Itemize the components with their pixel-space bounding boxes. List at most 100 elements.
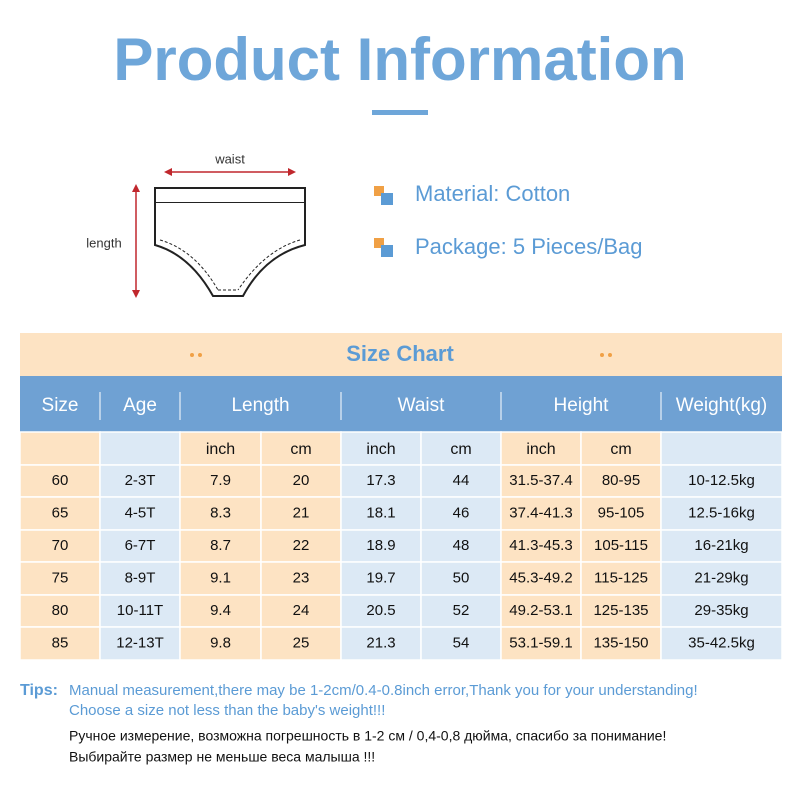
- sub-header: inch: [206, 441, 235, 458]
- feature-text: Package: 5 Pieces/Bag: [415, 234, 642, 259]
- feature-text: Material: Cotton: [415, 181, 570, 206]
- table-value: 18.1: [366, 504, 395, 521]
- table-cell: [179, 626, 262, 661]
- table-cell: [420, 626, 502, 661]
- table-value: 46: [453, 504, 470, 521]
- table-cell: [500, 464, 582, 498]
- table-value: 41.3-45.3: [509, 537, 572, 554]
- waist-label: waist: [214, 151, 245, 166]
- table-cell: [179, 496, 262, 531]
- table-value: 85: [52, 634, 69, 651]
- table-value: 125-135: [593, 602, 648, 619]
- table-cell: [19, 464, 101, 498]
- tips-text: Выбирайте размер не меньше веса малыша !…: [69, 749, 375, 765]
- table-value: 50: [453, 569, 470, 586]
- table-cell: [260, 464, 342, 498]
- table-cell: [340, 464, 422, 498]
- table-cell: [19, 594, 101, 628]
- table-cell: [99, 464, 181, 498]
- table-value: 22: [293, 537, 310, 554]
- table-title-bar: [20, 333, 782, 376]
- table-value: 105-115: [594, 537, 648, 554]
- table-value: 23: [293, 569, 310, 586]
- title: Product Information: [113, 26, 686, 93]
- table-value: 10-12.5kg: [688, 472, 755, 489]
- table-value: 21.3: [366, 634, 395, 651]
- garment-diagram: [154, 187, 306, 297]
- table-cell: [660, 431, 783, 466]
- table-value: 95-105: [598, 504, 645, 521]
- table-cell: [99, 561, 181, 596]
- table-value: 9.8: [210, 634, 231, 651]
- table-value: 8.3: [210, 504, 231, 521]
- table-cell: [260, 431, 342, 466]
- table-cell: [19, 431, 101, 466]
- title-underline: [372, 110, 428, 115]
- table-value: 29-35kg: [694, 602, 748, 619]
- column-header: Length: [231, 395, 289, 416]
- table-cell: [99, 431, 181, 466]
- table-value: 9.1: [210, 569, 231, 586]
- table-value: 80: [52, 602, 69, 619]
- table-cell: [260, 626, 342, 661]
- table-value: 52: [453, 602, 470, 619]
- table-cell: [99, 496, 181, 531]
- tips-text: Manual measurement,there may be 1-2cm/0.…: [69, 682, 698, 699]
- table-cell: [420, 561, 502, 596]
- table-value: 70: [52, 537, 69, 554]
- column-header: Size: [42, 395, 79, 416]
- table-cell: [420, 594, 502, 628]
- table-value: 20: [293, 472, 310, 489]
- table-value: 25: [293, 634, 310, 651]
- table-cell: [580, 431, 662, 466]
- table-value: 12-13T: [116, 634, 164, 651]
- table-cell: [260, 561, 342, 596]
- table-cell: [179, 594, 262, 628]
- table-value: 35-42.5kg: [688, 634, 755, 651]
- table-value: 12.5-16kg: [688, 504, 755, 521]
- sub-header: inch: [366, 441, 395, 458]
- table-cell: [179, 464, 262, 498]
- table-value: 6-7T: [125, 537, 156, 554]
- table-cell: [420, 431, 502, 466]
- table-value: 60: [52, 472, 69, 489]
- table-cell: [660, 464, 783, 498]
- table-title: Size Chart: [346, 341, 454, 366]
- table-cell: [19, 626, 101, 661]
- table-value: 16-21kg: [694, 537, 748, 554]
- table-cell: [420, 464, 502, 498]
- tips-text: Ручное измерение, возможна погрешность в…: [69, 728, 666, 744]
- table-cell: [660, 626, 783, 661]
- table-cell: [660, 529, 783, 563]
- tips-text: Choose a size not less than the baby's w…: [69, 702, 385, 719]
- table-value: 20.5: [366, 602, 395, 619]
- table-value: 4-5T: [125, 504, 156, 521]
- table-value: 65: [52, 504, 69, 521]
- table-cell: [99, 594, 181, 628]
- table-cell: [99, 626, 181, 661]
- tips-label: Tips:: [20, 682, 58, 699]
- table-value: 10-11T: [117, 602, 163, 619]
- table-cell: [500, 626, 582, 661]
- table-cell: [660, 561, 783, 596]
- table-cell: [580, 626, 662, 661]
- table-value: 31.5-37.4: [509, 472, 572, 489]
- table-value: 75: [52, 569, 69, 586]
- sub-header: inch: [526, 441, 555, 458]
- measure-arrows: [132, 168, 296, 298]
- table-cell: [340, 431, 422, 466]
- table-value: 54: [453, 634, 470, 651]
- sub-header: cm: [450, 441, 471, 458]
- table-value: 80-95: [602, 472, 640, 489]
- table-value: 9.4: [210, 602, 231, 619]
- table-cell: [580, 594, 662, 628]
- table-value: 115-125: [594, 569, 648, 586]
- table-value: 45.3-49.2: [509, 569, 572, 586]
- decor-dots: [190, 353, 612, 357]
- table-value: 18.9: [366, 537, 395, 554]
- table-value: 53.1-59.1: [509, 634, 572, 651]
- table-value: 17.3: [366, 472, 395, 489]
- table-value: 21: [293, 504, 310, 521]
